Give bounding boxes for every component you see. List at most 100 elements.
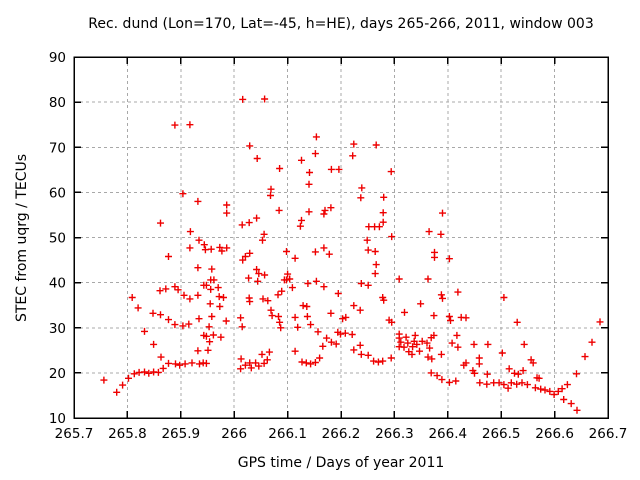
data-point-marker xyxy=(237,355,245,363)
data-point-marker xyxy=(357,280,365,287)
data-point-marker xyxy=(298,358,306,366)
data-point-marker xyxy=(409,343,417,351)
data-point-marker xyxy=(311,150,319,158)
data-point-marker xyxy=(554,387,562,395)
data-point-marker xyxy=(260,230,268,238)
data-point-marker xyxy=(299,302,307,310)
data-point-marker xyxy=(195,236,203,244)
data-point-marker xyxy=(288,284,296,292)
data-point-marker xyxy=(291,347,299,355)
data-point-marker xyxy=(141,327,148,335)
data-point-marker xyxy=(145,369,153,377)
data-point-marker xyxy=(260,359,268,367)
data-point-marker xyxy=(388,318,396,326)
data-point-marker xyxy=(395,275,403,283)
data-point-marker xyxy=(188,359,196,367)
data-point-marker xyxy=(207,285,215,293)
x-tick-label: 266.4 xyxy=(428,426,467,442)
data-point-marker xyxy=(560,396,568,403)
data-point-marker xyxy=(323,334,331,342)
data-point-marker xyxy=(154,368,162,376)
data-point-marker xyxy=(356,341,364,349)
data-point-marker xyxy=(424,353,432,361)
x-tick-label: 265.8 xyxy=(108,426,147,442)
data-point-marker xyxy=(171,283,179,291)
data-point-marker xyxy=(181,360,189,368)
data-point-marker xyxy=(413,340,421,348)
data-point-marker xyxy=(291,254,299,262)
data-point-marker xyxy=(246,359,254,367)
data-point-marker xyxy=(223,209,231,217)
y-tick-label: 50 xyxy=(49,231,66,247)
data-point-marker xyxy=(397,338,405,346)
data-point-marker xyxy=(364,281,372,289)
data-point-marker xyxy=(298,156,305,164)
data-point-marker xyxy=(424,275,432,283)
y-tick-label: 60 xyxy=(49,185,66,201)
data-point-marker xyxy=(335,165,343,173)
data-point-marker xyxy=(364,246,372,254)
data-point-marker xyxy=(218,247,226,255)
x-tick-label: 266.7 xyxy=(589,426,628,442)
data-point-marker xyxy=(437,291,445,299)
data-point-marker xyxy=(304,280,312,287)
data-point-marker xyxy=(194,197,202,205)
data-point-marker xyxy=(277,324,285,332)
data-point-marker xyxy=(253,266,261,273)
data-point-marker xyxy=(417,300,425,308)
data-point-marker xyxy=(316,354,324,362)
data-point-marker xyxy=(284,270,292,278)
data-point-marker xyxy=(303,313,311,320)
x-tick-label: 266.3 xyxy=(375,426,414,442)
data-point-marker xyxy=(342,313,350,321)
data-point-marker xyxy=(291,313,299,321)
data-point-marker xyxy=(349,152,357,160)
data-point-marker xyxy=(241,361,249,369)
data-point-marker xyxy=(128,294,136,301)
data-point-marker xyxy=(276,165,284,172)
data-point-marker xyxy=(275,313,282,320)
data-point-marker xyxy=(426,344,434,352)
data-point-marker xyxy=(220,294,227,301)
data-point-marker xyxy=(334,290,342,297)
data-point-marker xyxy=(179,190,187,198)
x-tick-label: 266.1 xyxy=(268,426,307,442)
data-point-marker xyxy=(237,314,245,322)
data-point-marker xyxy=(222,317,230,325)
data-point-marker xyxy=(238,221,246,229)
x-tick-label: 266.2 xyxy=(322,426,361,442)
data-point-marker xyxy=(307,360,315,368)
data-point-marker xyxy=(537,385,545,393)
data-point-marker xyxy=(207,245,215,253)
data-point-marker xyxy=(204,346,212,354)
data-point-marker xyxy=(529,359,537,367)
data-point-marker xyxy=(113,388,121,396)
data-point-marker xyxy=(157,353,165,361)
data-point-marker xyxy=(206,338,214,346)
data-point-marker xyxy=(445,313,453,320)
y-tick-label: 80 xyxy=(49,95,66,111)
data-point-marker xyxy=(425,228,433,236)
data-point-marker xyxy=(252,359,260,367)
data-point-marker xyxy=(372,261,380,269)
data-point-marker xyxy=(380,296,388,304)
data-point-marker xyxy=(327,204,335,212)
data-point-marker xyxy=(418,337,426,345)
data-point-marker xyxy=(261,95,269,103)
data-point-marker xyxy=(460,361,468,369)
data-point-marker xyxy=(200,241,208,249)
data-point-marker xyxy=(523,381,531,389)
data-point-marker xyxy=(174,286,182,294)
data-point-marker xyxy=(253,214,261,222)
data-point-marker xyxy=(280,276,288,284)
x-axis-label: GPS time / Days of year 2011 xyxy=(237,455,445,471)
data-point-marker xyxy=(513,380,521,388)
data-point-marker xyxy=(246,298,254,306)
data-point-marker xyxy=(531,384,539,392)
data-point-marker xyxy=(454,343,462,351)
y-tick-label: 90 xyxy=(49,50,66,66)
data-point-marker xyxy=(276,318,284,326)
data-point-marker xyxy=(130,370,138,378)
data-point-marker xyxy=(439,209,446,217)
data-point-marker xyxy=(267,185,275,193)
